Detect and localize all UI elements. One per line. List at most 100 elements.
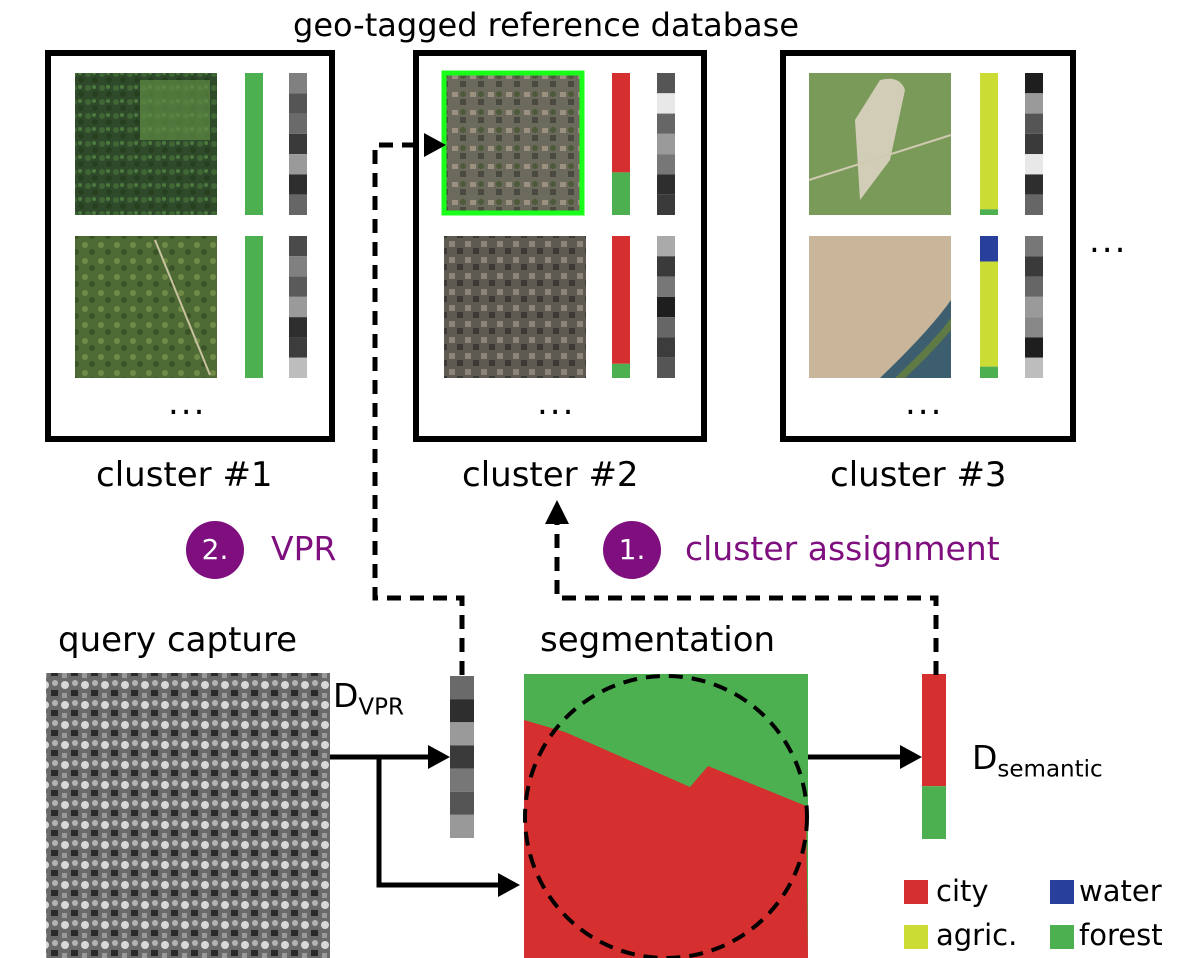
legend-label-forest: forest — [1079, 918, 1163, 952]
descriptor-bar-c2-1-cell-4 — [657, 154, 675, 175]
thumbnail-cluster1-a-clearing — [140, 80, 210, 140]
descriptor-bar-c3-2-cell-3 — [1025, 296, 1043, 318]
cluster-3-ellipsis: ... — [905, 383, 944, 423]
thumbnail-cluster2-a-highlight — [441, 70, 585, 216]
descriptor-bar-c2-2-cell-6 — [657, 357, 675, 378]
semantic-bar-c3-1-agric — [980, 73, 998, 210]
thumbnail-cluster2-b — [444, 236, 586, 378]
d-vpr-sub: VPR — [358, 694, 405, 721]
d-semantic-segment-forest — [922, 786, 946, 839]
thumbnail-cluster1-b — [75, 236, 217, 378]
descriptor-bar-c2-1-cell-2 — [657, 113, 675, 134]
step-2-badge: 2. — [186, 521, 244, 579]
descriptor-bar-c3-1-cell-1 — [1025, 93, 1043, 114]
dashed-cluster-assignment-path — [554, 522, 939, 675]
d-semantic-label: Dsemantic — [972, 738, 1103, 783]
d-vpr-descriptor-cell-6 — [450, 814, 474, 838]
query-capture-label: query capture — [58, 620, 298, 660]
descriptor-bar-c1-2-cell-3 — [289, 296, 307, 318]
semantic-bar-c1-2-forest — [245, 236, 263, 378]
query-capture-image — [46, 673, 330, 958]
semantic-bar-c2-1-city — [612, 73, 630, 173]
semantic-bar-c2-2-city — [612, 236, 630, 364]
descriptor-bar-c1-2-cell-0 — [289, 236, 307, 257]
step-1-badge: 1. — [603, 521, 661, 579]
descriptor-bar-c3-2-cell-0 — [1025, 236, 1043, 257]
segmentation-city-region — [524, 720, 808, 958]
descriptor-bar-c1-2-cell-1 — [289, 256, 307, 277]
descriptor-bar-c2-2-cell-1 — [657, 256, 675, 277]
cluster-2-label: cluster #2 — [462, 455, 639, 495]
descriptor-bar-c2-1-cell-5 — [657, 174, 675, 195]
legend-label-city: city — [936, 874, 989, 908]
semantic-bar-c3-2-agric — [980, 261, 998, 367]
step-2-label: VPR — [271, 529, 337, 568]
descriptor-bar-c1-1-cell-5 — [289, 174, 307, 195]
arrowhead-cluster-assignment — [545, 500, 569, 524]
descriptor-bar-c2-2-cell-5 — [657, 337, 675, 358]
step-1-label: cluster assignment — [685, 529, 1000, 568]
descriptor-bar-c3-2-cell-6 — [1025, 357, 1043, 378]
cluster-2-ellipsis: ... — [537, 383, 576, 423]
descriptor-bar-c2-2-cell-4 — [657, 317, 675, 338]
descriptor-bar-c1-2-cell-6 — [289, 357, 307, 378]
dashed-vpr-path — [372, 142, 465, 675]
d-vpr-descriptor-cell-1 — [450, 699, 474, 723]
segmentation-map — [524, 674, 808, 958]
d-vpr-descriptor-cell-3 — [450, 745, 474, 769]
thumbnail-cluster3-a-field — [855, 78, 905, 200]
descriptor-bar-c1-1-cell-4 — [289, 154, 307, 175]
legend-swatch-agric — [904, 925, 928, 949]
descriptor-bar-c1-1-cell-0 — [289, 73, 307, 94]
cluster-bars — [245, 73, 1043, 378]
legend-label-water: water — [1079, 874, 1162, 908]
semantic-bar-c3-2-forest — [980, 366, 998, 378]
cluster-3-label: cluster #3 — [830, 455, 1007, 495]
descriptor-bar-c3-1-cell-5 — [1025, 174, 1043, 195]
d-semantic-bar — [922, 674, 946, 839]
descriptor-bar-c2-1-cell-1 — [657, 93, 675, 114]
descriptor-bar-c3-1-cell-0 — [1025, 73, 1043, 94]
semantic-bar-c3-2-water — [980, 236, 998, 262]
descriptor-bar-c1-2-cell-2 — [289, 276, 307, 297]
descriptor-bar-c1-1-cell-2 — [289, 113, 307, 134]
descriptor-bar-c3-2-cell-2 — [1025, 276, 1043, 297]
arrowhead-dsemantic — [900, 745, 922, 769]
d-semantic-sub: semantic — [997, 756, 1103, 783]
d-semantic-main: D — [972, 738, 998, 777]
descriptor-bar-c2-1-cell-6 — [657, 194, 675, 215]
descriptor-bar-c1-1-cell-6 — [289, 194, 307, 215]
descriptor-bar-c2-1-cell-3 — [657, 133, 675, 155]
semantic-bar-c1-1-forest — [245, 73, 263, 215]
arrowhead-dvpr — [428, 745, 450, 769]
arrowhead-vpr — [424, 133, 446, 157]
d-vpr-descriptor-cell-5 — [450, 791, 474, 815]
descriptor-bar-c1-1-cell-1 — [289, 93, 307, 114]
legend-swatch-forest — [1050, 925, 1074, 949]
legend-swatch-city — [904, 880, 928, 904]
cluster-1-ellipsis: ... — [168, 383, 207, 423]
legend-swatch-water — [1050, 880, 1074, 904]
semantic-bar-c2-2-forest — [612, 363, 630, 378]
descriptor-bar-c1-1-cell-3 — [289, 133, 307, 155]
d-vpr-label: DVPR — [333, 676, 404, 721]
descriptor-bar-c3-2-cell-1 — [1025, 256, 1043, 277]
thumbnail-cluster2-a — [444, 73, 582, 213]
descriptor-bar-c2-2-cell-0 — [657, 236, 675, 257]
thumbnail-cluster3-a-road — [808, 134, 952, 181]
legend-label-agric: agric. — [936, 918, 1018, 952]
arrowhead-segmentation — [498, 873, 520, 897]
d-vpr-descriptor-cell-2 — [450, 722, 474, 746]
thumbnail-cluster1-b-path — [154, 239, 211, 376]
descriptor-bar-c1-2-cell-5 — [289, 337, 307, 358]
descriptor-bar-c3-1-cell-2 — [1025, 113, 1043, 134]
descriptor-bar-c2-1-cell-0 — [657, 73, 675, 94]
d-vpr-main: D — [333, 676, 359, 715]
descriptor-bar-c3-1-cell-4 — [1025, 154, 1043, 175]
descriptor-bar-c3-1-cell-3 — [1025, 133, 1043, 155]
d-semantic-segment-city — [922, 674, 946, 787]
cluster-1-label: cluster #1 — [96, 455, 273, 495]
diagram-title: geo-tagged reference database — [293, 6, 799, 44]
d-vpr-bar — [450, 676, 474, 838]
